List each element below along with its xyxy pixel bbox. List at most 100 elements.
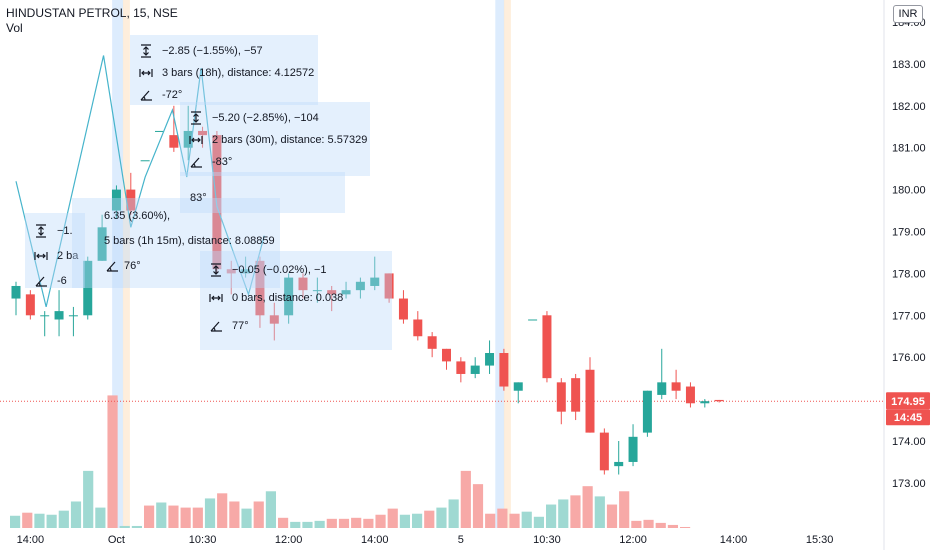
currency-badge[interactable]: INR (893, 5, 923, 23)
candle-body (198, 130, 208, 136)
last-time-label: 14:45 (894, 412, 922, 424)
volume-bar (485, 513, 496, 528)
candle (54, 290, 64, 337)
candle (241, 256, 251, 278)
y-tick-label: 181.00 (892, 143, 926, 155)
candle-body (614, 461, 624, 467)
volume-bar (10, 515, 21, 528)
candle-body (442, 348, 451, 362)
measure-label-2[interactable]: 6.35 (3.60%), 5 bars (1h 15m), distance:… (72, 198, 280, 288)
price-change-text: −2.85 (−1.55%), −57 (162, 45, 263, 57)
bar-range-icon (139, 69, 153, 77)
volume-bar (363, 518, 374, 528)
volume-bar (326, 518, 337, 528)
volume-bar (338, 518, 350, 528)
candle (499, 348, 509, 391)
candle (398, 290, 408, 324)
candle-body (398, 298, 408, 320)
last-price-badge (886, 392, 930, 410)
price-range-icon-glyph (36, 223, 46, 238)
volume-bar (448, 499, 459, 528)
volume-bar (83, 470, 94, 528)
bar-range-icon-glyph (189, 136, 203, 144)
volume-bar (594, 496, 605, 528)
price-change-text: −5.20 (−2.85%), −104 (212, 112, 319, 124)
volume-bar (655, 522, 666, 528)
candle-body (528, 319, 538, 321)
angle-icon (190, 157, 202, 168)
bar-range-icon-glyph (34, 251, 48, 260)
angle-icon (35, 276, 47, 287)
candle (470, 357, 480, 379)
price-range-icon (141, 44, 151, 58)
measure-label-5[interactable]: 83° (180, 172, 345, 213)
volume-bar (643, 519, 654, 528)
candle-body (298, 277, 308, 291)
volume-label: Vol (6, 21, 23, 35)
candle (370, 256, 380, 291)
candle-body (499, 353, 509, 387)
candle-body (341, 290, 351, 295)
volume-bar (351, 517, 362, 528)
candle (269, 302, 279, 341)
candle-body (83, 260, 93, 316)
volume-bar (229, 501, 240, 528)
measure-label-3[interactable]: −2.85 (−1.55%), −57 3 bars (18h), distan… (130, 35, 318, 105)
candle (155, 130, 164, 132)
volume-bar (253, 501, 264, 528)
bars-distance-text: 5 bars (1h 15m), distance: 8.08859 (104, 234, 275, 247)
angle-text: 77° (232, 320, 249, 332)
candle (140, 160, 150, 162)
candle (571, 373, 581, 421)
y-tick-label: 182.00 (892, 101, 926, 113)
candle (714, 399, 724, 403)
candle (556, 378, 566, 425)
candle-body (269, 315, 279, 324)
candle (427, 332, 437, 358)
volume-bar (497, 508, 508, 528)
angle-icon-glyph (190, 157, 202, 168)
measure-label-1[interactable]: −1. 2 ba -6 (25, 213, 85, 288)
candle-body (11, 285, 21, 299)
candle (456, 357, 466, 383)
candle (384, 273, 394, 303)
y-tick-label: 177.00 (892, 310, 926, 322)
symbol-title: HINDUSTAN PETROL, 15, NSE (6, 6, 178, 20)
y-tick-label: 173.00 (892, 478, 926, 490)
y-tick-label: 183.00 (892, 59, 926, 71)
candle-body (169, 135, 179, 148)
angle-text: -83° (212, 156, 233, 168)
candle-body (714, 399, 724, 402)
measure-label-6[interactable]: −0.05 (−0.02%), −1 0 bars, distance: 0.0… (200, 251, 392, 350)
y-tick-label: 180.00 (892, 185, 926, 197)
candle (599, 428, 609, 475)
candle-body (470, 365, 480, 374)
bars-distance-text: 0 bars, distance: 0.038 (232, 292, 344, 304)
candle (355, 277, 365, 299)
candle-body (513, 382, 523, 391)
x-tick-label: Oct (108, 534, 125, 546)
volume-bar (70, 501, 82, 528)
candle (614, 441, 624, 475)
candle-body (556, 382, 566, 412)
measure-label-4[interactable]: −5.20 (−2.85%), −104 2 bars (30m), dista… (180, 102, 370, 176)
candle (513, 382, 523, 404)
volume-bar (558, 499, 569, 528)
candle-body (355, 281, 365, 291)
candle (83, 256, 93, 320)
candle-body (68, 315, 78, 317)
angle-text: 83° (190, 192, 207, 204)
candle-body (571, 378, 581, 412)
x-tick-label: 12:00 (619, 534, 647, 546)
volume-bar (156, 502, 167, 528)
price-range-icon (36, 223, 46, 238)
candle-body (54, 311, 64, 320)
session-band (495, 0, 505, 528)
candle (642, 390, 652, 437)
candle (126, 172, 136, 215)
candle (542, 311, 552, 383)
volume-bar (619, 491, 630, 528)
volume-bar (509, 513, 520, 528)
drawing-path (15, 55, 265, 308)
